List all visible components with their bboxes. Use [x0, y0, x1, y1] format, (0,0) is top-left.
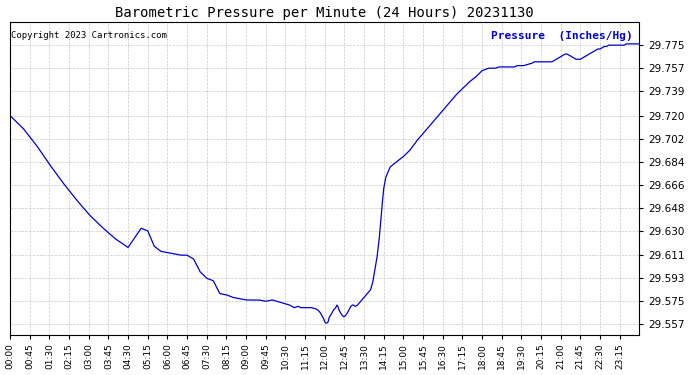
Text: Copyright 2023 Cartronics.com: Copyright 2023 Cartronics.com: [11, 32, 167, 40]
Title: Barometric Pressure per Minute (24 Hours) 20231130: Barometric Pressure per Minute (24 Hours…: [115, 6, 534, 20]
Text: Pressure  (Inches/Hg): Pressure (Inches/Hg): [491, 32, 633, 42]
